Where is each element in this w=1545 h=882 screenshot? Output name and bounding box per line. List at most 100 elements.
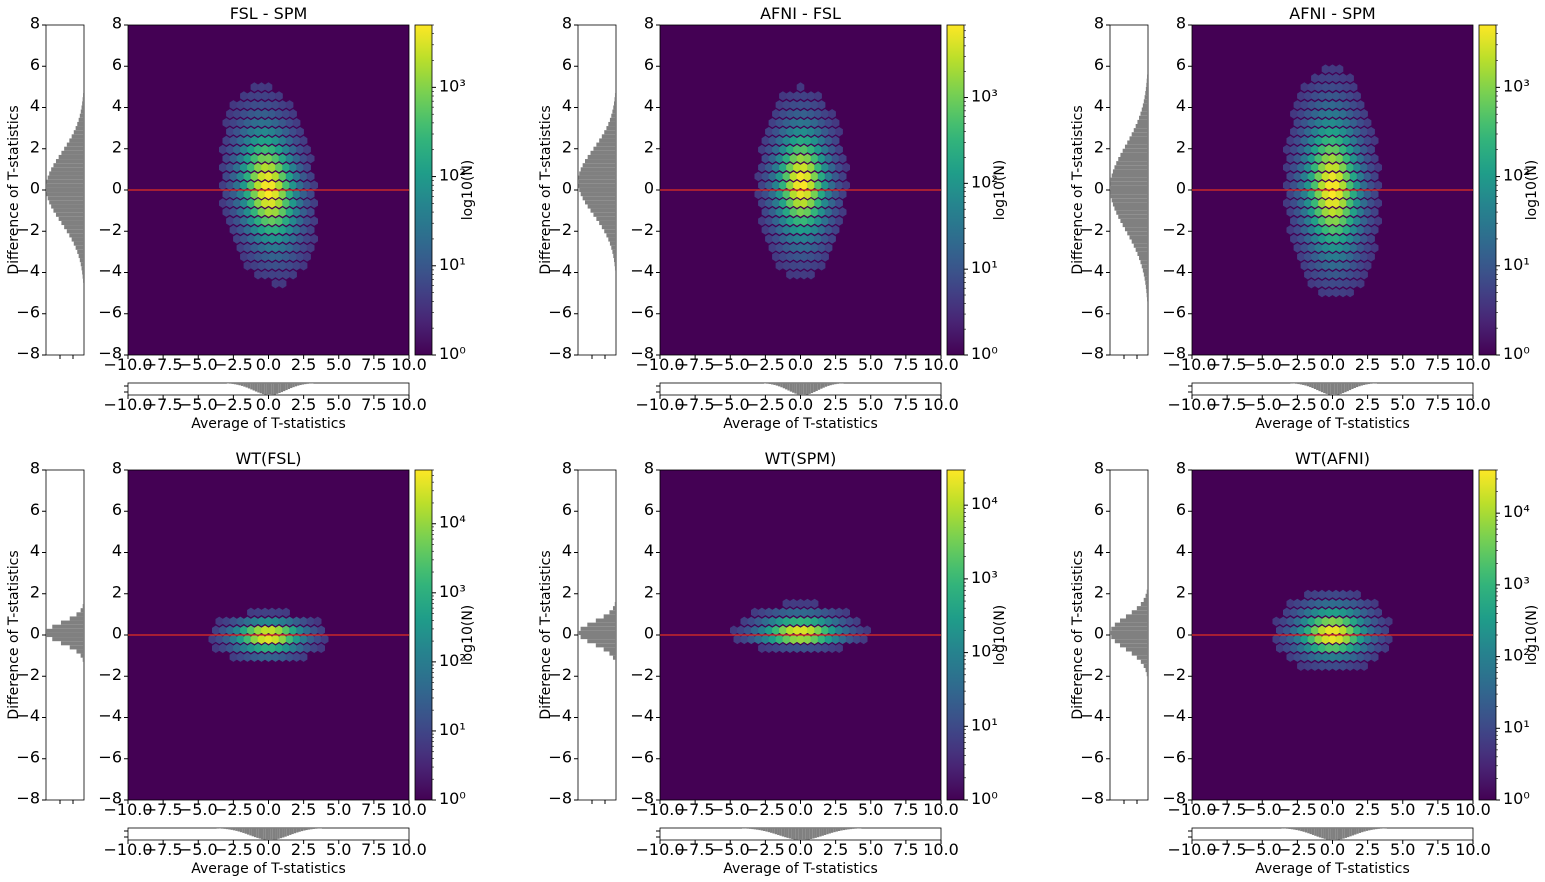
x-histogram-bar [317, 828, 320, 829]
y-histogram-bar [69, 138, 84, 143]
y-histogram-bar [73, 241, 84, 246]
hexbin-cell [1325, 643, 1333, 653]
x-histogram-bar [1337, 383, 1340, 395]
hexbin-cell [222, 616, 231, 627]
y-tick-label: 4 [644, 96, 654, 115]
y-histogram-bar [71, 134, 84, 139]
hexbin-cell [1318, 126, 1326, 137]
hexbin-cell [789, 598, 798, 609]
x-histogram-bar [263, 828, 266, 840]
y-histogram-bar [55, 212, 84, 217]
hexbin-cell [1332, 91, 1340, 101]
hexbin-cell [1276, 643, 1284, 653]
hist-x-tick-label: −5.0 [179, 395, 218, 414]
hexbin-cell [740, 634, 749, 645]
hexbin-cell [789, 153, 798, 164]
hist-y-tick-label: 2 [30, 582, 40, 601]
hexbin-cell [306, 207, 315, 217]
hexbin-cell [247, 162, 255, 173]
x-histogram-bar [1295, 828, 1298, 831]
y-histogram-bar [1147, 74, 1148, 79]
y-histogram-bar [58, 154, 84, 160]
hexbin-cell [1374, 607, 1382, 618]
hexbin-cell [1321, 82, 1330, 92]
hexbin-cell [1339, 109, 1347, 119]
hexbin-cell [1325, 661, 1333, 671]
hexbin-cell [1318, 661, 1326, 671]
hexbin-cell [1297, 607, 1305, 618]
x-tick-label: 7.5 [1425, 800, 1450, 819]
hexbin-cell [233, 643, 241, 653]
y-histogram-bar [608, 121, 616, 127]
hexbin-cell [1293, 652, 1302, 662]
hexbin-cell [236, 100, 245, 110]
hexbin-cell [243, 207, 252, 217]
hexbin-cell [1349, 100, 1358, 110]
hexbin-cell [768, 207, 777, 217]
x-histogram-bar [264, 383, 267, 395]
hexbin-cell [803, 260, 812, 271]
hexbin-cell [1328, 189, 1337, 200]
hexbin-cell [1318, 251, 1326, 262]
hexbin-cell [800, 216, 808, 226]
hexbin-cell [1335, 171, 1344, 182]
x-histogram-bar [836, 383, 839, 384]
hexbin-cell [814, 109, 822, 119]
hexbin-cell [793, 144, 801, 155]
hexbin-cell [733, 634, 742, 645]
x-histogram-bar [258, 828, 262, 839]
y-histogram-bar [1140, 659, 1148, 664]
x-histogram-bar [758, 828, 761, 831]
y-tick-label: 2 [644, 137, 654, 156]
hexbin-cell [768, 171, 777, 182]
hexbin-cell [292, 135, 301, 146]
x-histogram-bar [304, 383, 307, 385]
hexbin-cell [285, 243, 294, 253]
y-histogram-bar [1110, 177, 1148, 182]
hexbin-cell [772, 234, 780, 244]
hexbin-cell [845, 616, 854, 627]
hexbin-cell [807, 91, 815, 101]
x-histogram-bar [1323, 828, 1326, 839]
hexbin-cell [1328, 118, 1337, 128]
hexbin-cell [1370, 225, 1379, 235]
hexbin-cell [835, 180, 843, 191]
hexbin-cell [1297, 643, 1305, 653]
y-tick-label: −2 [630, 665, 654, 684]
x-tick-label: −2.5 [1278, 355, 1317, 374]
hexbin-cell [1311, 607, 1319, 618]
hexbin-cell [835, 162, 843, 173]
y-histogram-bar [596, 142, 616, 147]
hexbin-cell [243, 189, 252, 200]
hexbin-cell [1304, 625, 1312, 636]
hexbin-cell [1318, 162, 1326, 173]
hexbin-cell [278, 616, 287, 627]
hexbin-cell [1342, 82, 1351, 92]
y-histogram-bar [1118, 214, 1148, 219]
hist-x-tick-label: −10.0 [635, 840, 684, 859]
hexbin-cell [271, 260, 280, 271]
hexbin-cell [250, 652, 259, 662]
x-histogram-bar [775, 383, 779, 386]
y-tick-label: 0 [644, 624, 654, 643]
x-histogram-bar [1379, 828, 1383, 829]
hexbin-cell [1349, 171, 1358, 182]
hexbin-cell [807, 251, 815, 262]
colorbar-label: log10(N) [460, 605, 476, 666]
hist-y-tick-label: 4 [30, 541, 40, 560]
hexbin-cell [1314, 243, 1323, 253]
hexbin-cell [278, 652, 287, 662]
hist-y-tick-label: 2 [1094, 582, 1104, 601]
hexbin-cell [810, 634, 819, 645]
hexbin-cell [1314, 100, 1323, 110]
x-histogram-bar [854, 828, 857, 829]
x-histogram-bar [308, 383, 312, 384]
hexbin-cell [1314, 616, 1323, 627]
hexbin-cell [285, 171, 294, 182]
hexbin-cell [1339, 269, 1347, 280]
hexbin-cell [1370, 243, 1379, 253]
hexbin-cell [1339, 643, 1347, 653]
hexbin-cell [1353, 589, 1361, 600]
